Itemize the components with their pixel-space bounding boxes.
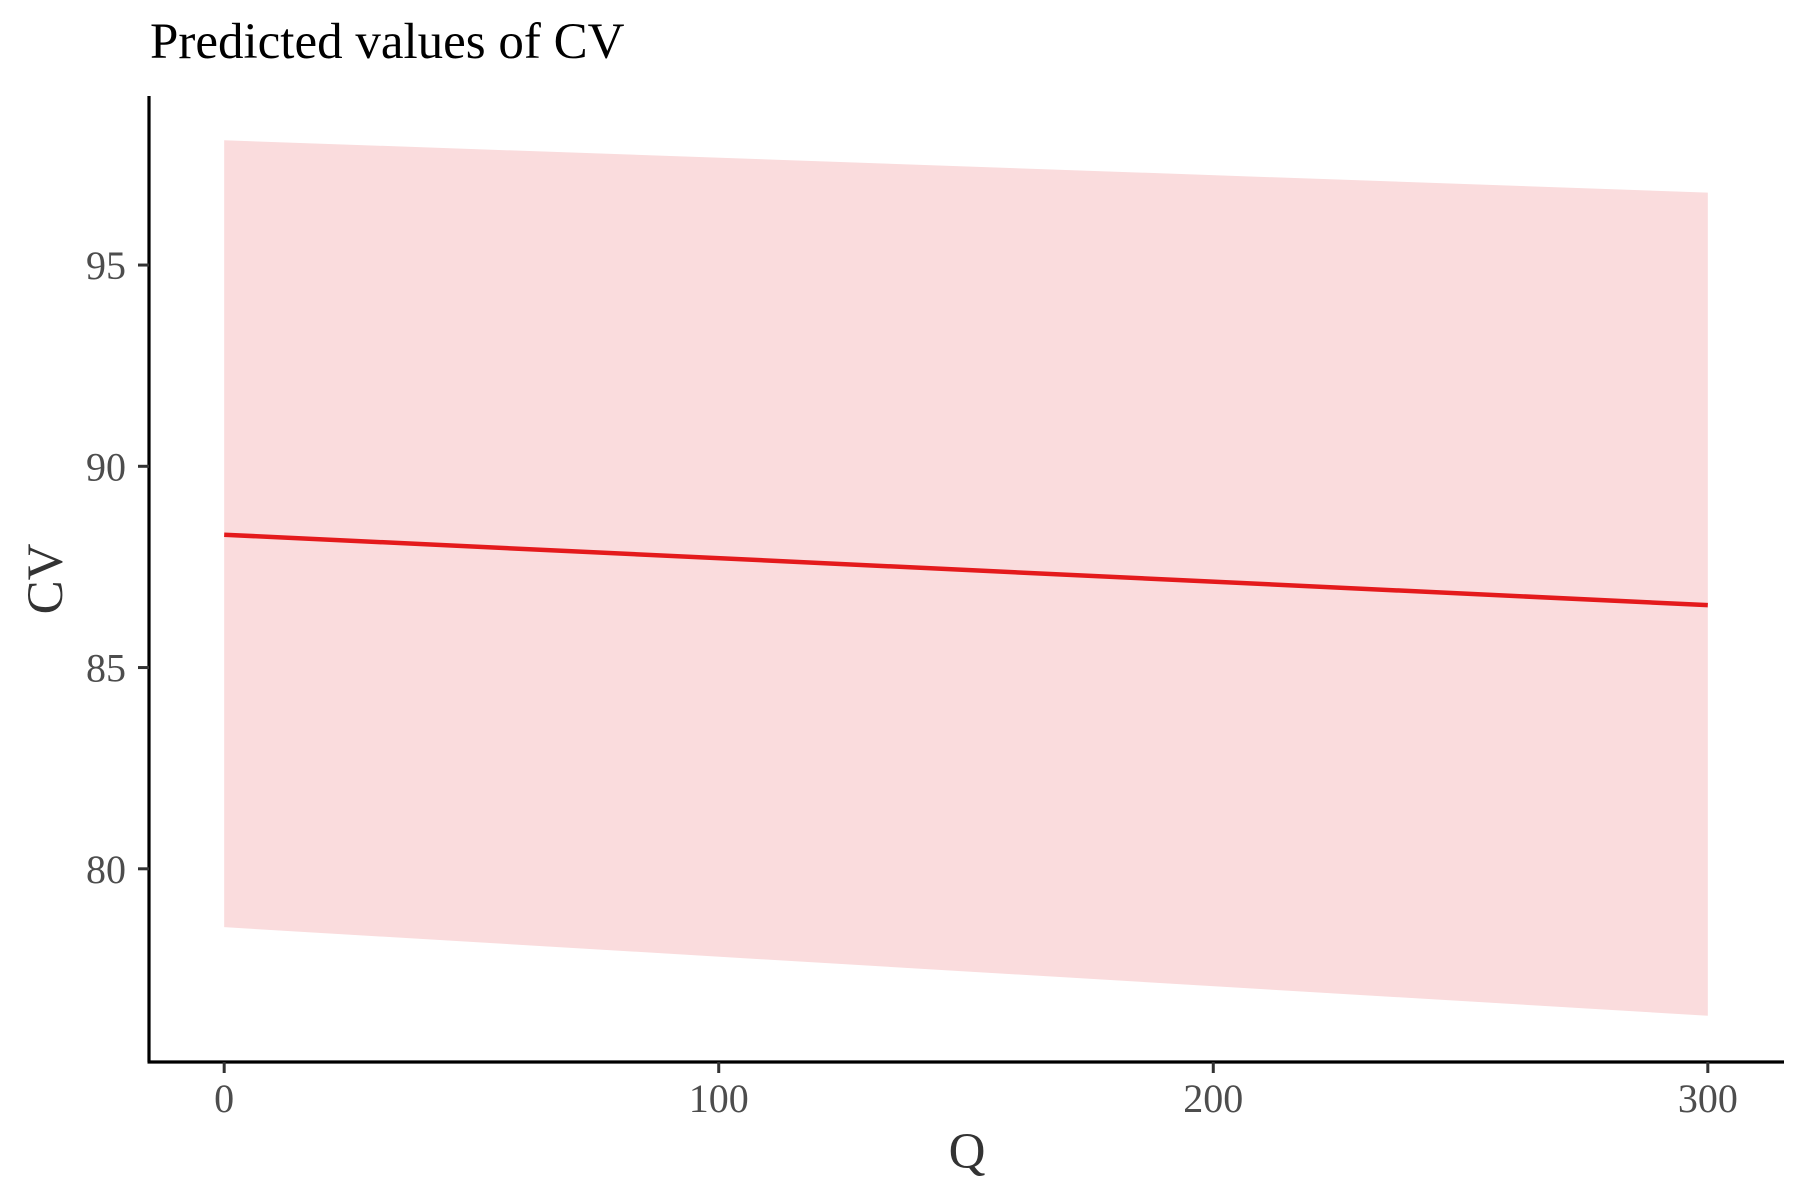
x-tick-label: 300 bbox=[1678, 1076, 1738, 1121]
plot-area bbox=[224, 140, 1708, 1016]
y-axis-ticks: 80 85 90 95 bbox=[86, 243, 149, 892]
x-tick-label: 0 bbox=[214, 1076, 234, 1121]
x-tick-label: 100 bbox=[689, 1076, 749, 1121]
x-tick-label: 200 bbox=[1183, 1076, 1243, 1121]
x-axis-title: Q bbox=[949, 1124, 986, 1180]
x-axis-ticks: 0 100 200 300 bbox=[214, 1062, 1738, 1121]
y-tick-label: 85 bbox=[86, 646, 126, 691]
y-axis-title: CV bbox=[18, 543, 74, 614]
y-tick-label: 90 bbox=[86, 444, 126, 489]
confidence-band bbox=[224, 140, 1708, 1016]
chart-title: Predicted values of CV bbox=[150, 14, 625, 70]
y-tick-label: 80 bbox=[86, 847, 126, 892]
y-tick-label: 95 bbox=[86, 243, 126, 288]
series-line bbox=[224, 532, 1708, 608]
